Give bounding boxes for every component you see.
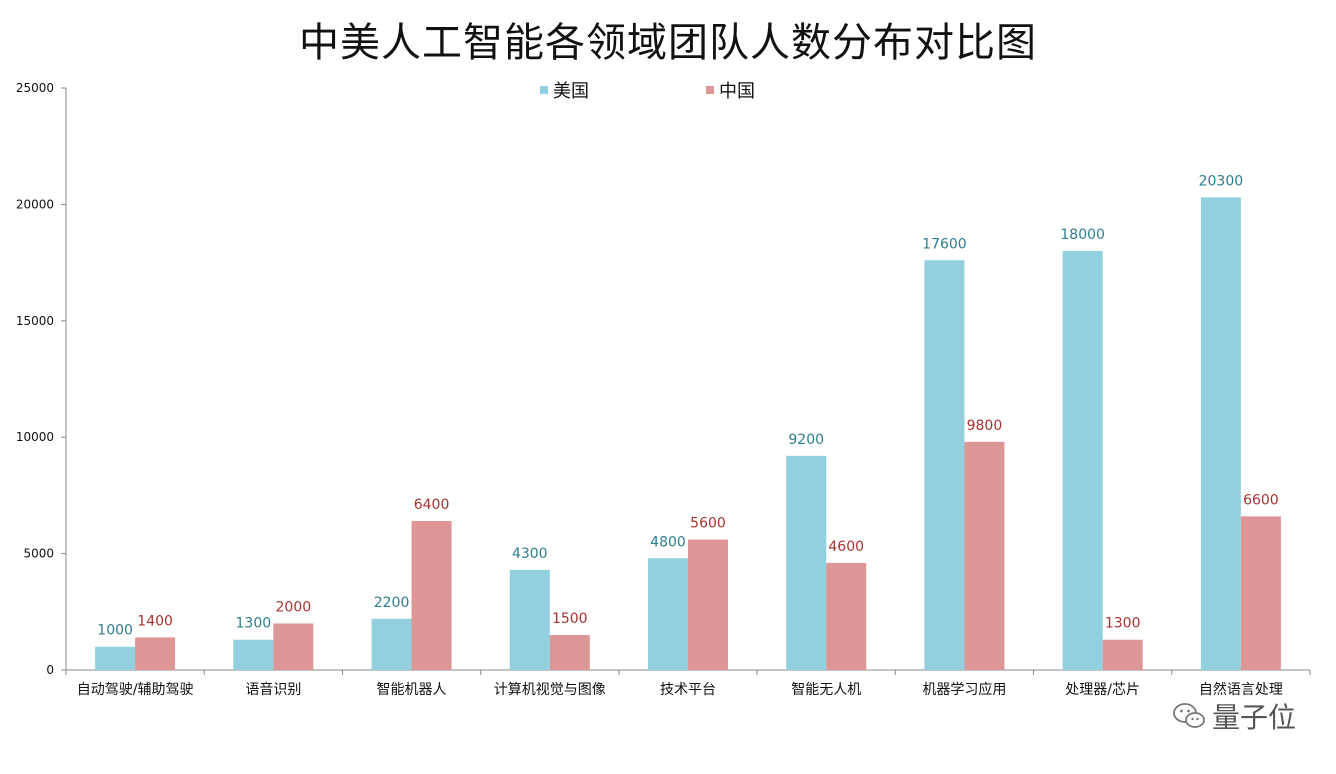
data-label-china: 4600 — [828, 539, 864, 555]
y-tick-label: 0 — [46, 663, 54, 677]
data-label-china: 6400 — [414, 497, 450, 513]
x-tick-label: 计算机视觉与图像 — [494, 682, 606, 698]
wechat-icon — [1173, 703, 1205, 728]
bar-usa — [786, 455, 827, 670]
x-tick-label: 机器学习应用 — [922, 681, 1006, 698]
data-label-usa: 20300 — [1199, 173, 1244, 189]
watermark: 量子位 — [1172, 696, 1296, 736]
y-tick-label: 20000 — [16, 197, 54, 211]
bar-usa — [648, 558, 688, 670]
data-label-china: 5600 — [690, 516, 726, 532]
x-tick-label: 技术平台 — [660, 682, 716, 698]
data-label-china: 6600 — [1243, 492, 1279, 508]
bar-usa — [509, 569, 550, 670]
bars — [95, 197, 1281, 670]
data-label-usa: 1000 — [97, 623, 133, 639]
data-label-usa: 17600 — [922, 236, 967, 252]
x-tick-label: 处理器/芯片 — [1065, 682, 1140, 698]
bar-china — [411, 521, 452, 670]
legend: 美国 中国 — [540, 81, 755, 102]
data-label-china: 1400 — [137, 613, 173, 629]
x-tick-label: 自然语言处理 — [1199, 681, 1283, 698]
data-label-china: 1300 — [1105, 616, 1141, 632]
bar-china — [1240, 516, 1281, 670]
bar-usa — [1200, 197, 1241, 670]
bar-china — [549, 635, 590, 670]
y-tick-label: 25000 — [16, 81, 54, 95]
y-tick-label: 15000 — [16, 314, 54, 328]
x-tick-label: 智能机器人 — [377, 682, 447, 698]
legend-label-china: 中国 — [719, 81, 755, 102]
data-label-china: 2000 — [276, 599, 312, 615]
bar-china — [964, 441, 1005, 670]
chart-title: 中美人工智能各领域团队人数分布对比图 — [299, 20, 1037, 66]
data-label-china: 1500 — [552, 611, 588, 627]
data-label-usa: 4800 — [650, 534, 686, 550]
bar-usa — [1062, 250, 1103, 670]
data-label-usa: 4300 — [512, 546, 548, 562]
bar-usa — [233, 639, 274, 670]
y-tick-label: 10000 — [16, 430, 54, 444]
x-tick-label: 智能无人机 — [791, 682, 861, 698]
x-tick-label: 自动驾驶/辅助驾驶 — [77, 682, 194, 698]
y-tick-label: 5000 — [23, 547, 54, 561]
data-label-usa: 2200 — [374, 595, 410, 611]
data-label-usa: 9200 — [788, 432, 824, 448]
bar-china — [273, 623, 314, 670]
legend-swatch-china — [706, 86, 714, 94]
bar-usa — [371, 618, 412, 670]
bar-china — [135, 637, 176, 670]
bar-china — [688, 539, 728, 670]
data-labels: 1000 1300 2200 4300 4800 9200 17600 18000 20300 1… — [97, 173, 1278, 638]
data-label-china: 9800 — [967, 418, 1003, 434]
legend-swatch-usa — [540, 86, 548, 94]
data-label-usa: 1300 — [236, 616, 272, 632]
x-tick-label: 语音识别 — [245, 681, 301, 698]
watermark-text: 量子位 — [1211, 701, 1296, 734]
legend-label-usa: 美国 — [553, 81, 589, 102]
bar-china — [826, 562, 867, 670]
bar-usa — [95, 646, 136, 670]
data-label-usa: 18000 — [1060, 227, 1105, 243]
bar-china — [1102, 639, 1143, 670]
bar-usa — [924, 260, 965, 670]
